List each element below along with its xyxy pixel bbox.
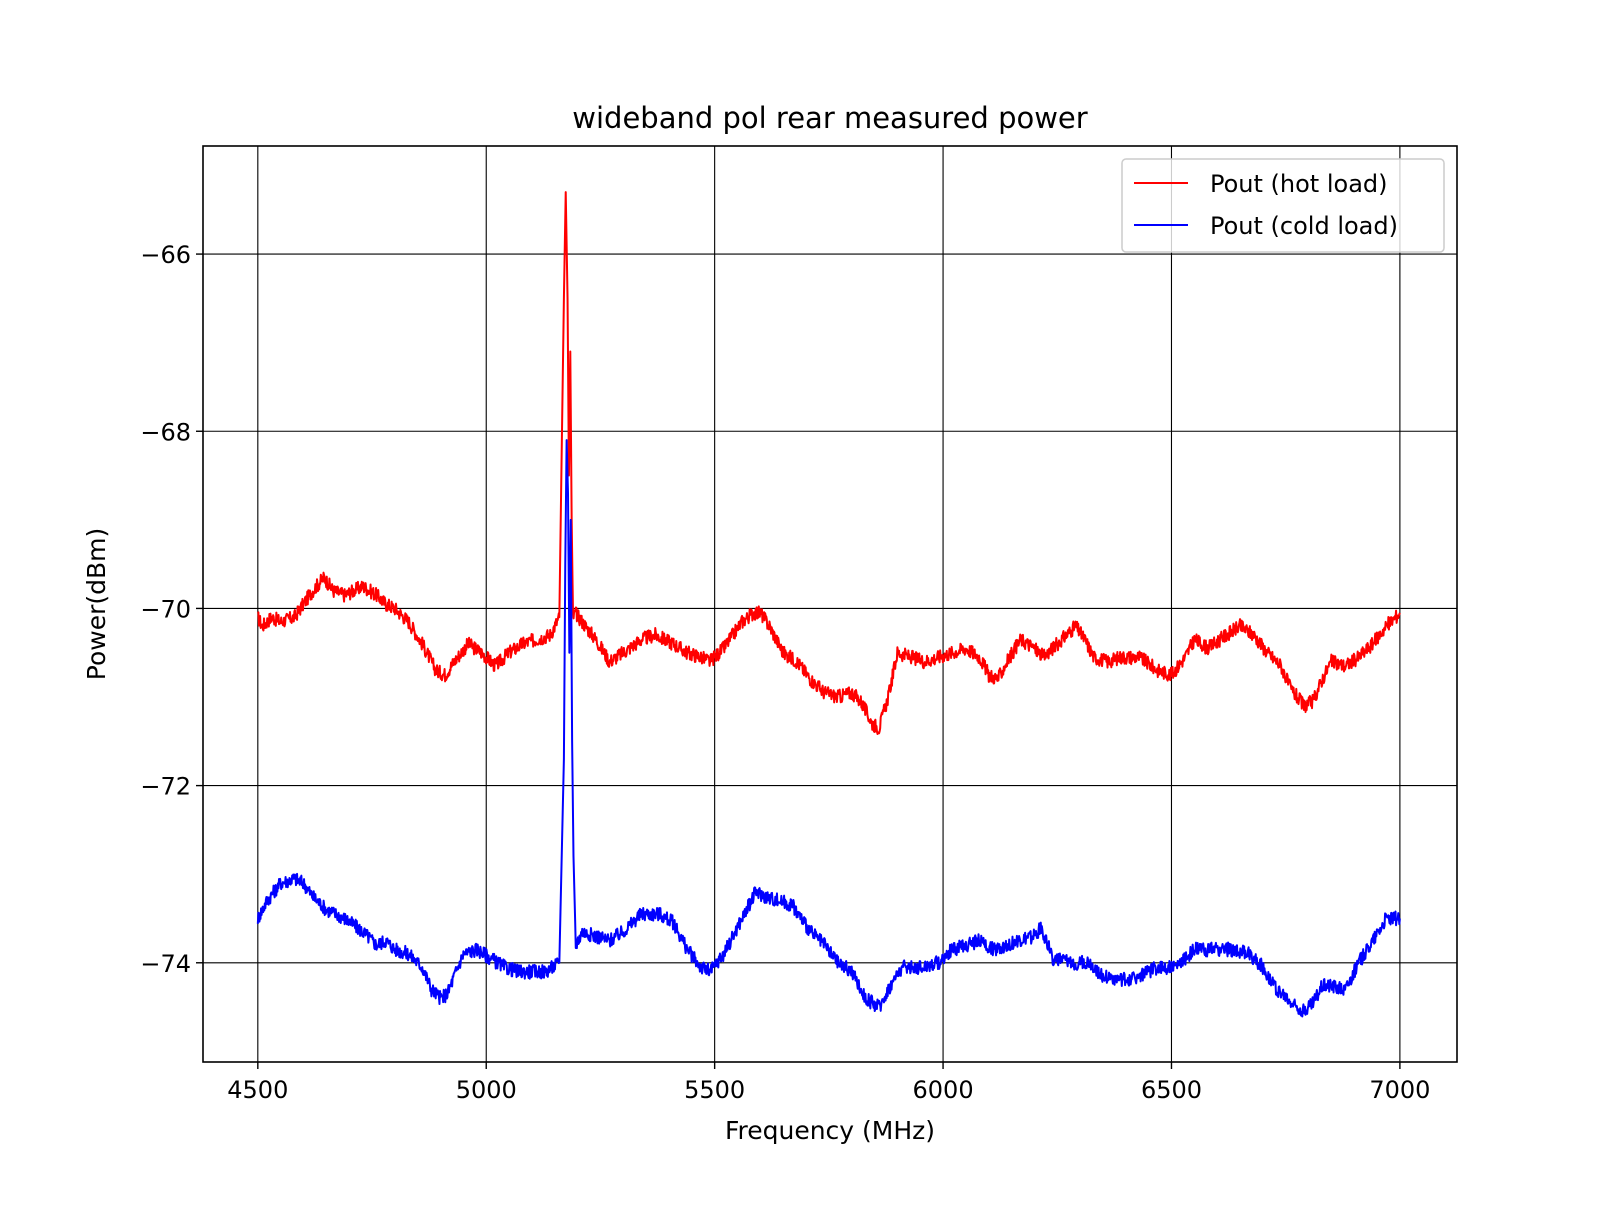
y-axis-ticks: −66 −68 −70 −72 −74 [140, 241, 203, 978]
x-tick-label: 6500 [1141, 1076, 1202, 1104]
series-line-cold-load [256, 439, 1401, 1018]
x-tick-label: 6000 [913, 1076, 974, 1104]
series-lines [256, 191, 1401, 1018]
series-line-hot-load [257, 191, 1401, 735]
y-tick-label: −74 [140, 950, 191, 978]
x-tick-label: 5000 [456, 1076, 517, 1104]
x-tick-label: 4500 [227, 1076, 288, 1104]
plot-area-frame [202, 145, 1458, 1063]
y-axis-title: Power(dBm) [82, 528, 111, 680]
chart-title: wideband pol rear measured power [572, 101, 1087, 135]
x-tick-label: 7000 [1369, 1076, 1430, 1104]
x-tick-label: 5500 [684, 1076, 745, 1104]
y-tick-label: −72 [140, 773, 191, 801]
y-tick-label: −70 [140, 595, 191, 623]
x-axis-ticks: 4500 5000 5500 6000 6500 7000 [227, 1062, 1430, 1104]
legend: Pout (hot load) Pout (cold load) [1121, 158, 1445, 253]
legend-label-cold-load: Pout (cold load) [1210, 212, 1398, 240]
legend-box [1121, 158, 1445, 253]
legend-label-hot-load: Pout (hot load) [1210, 170, 1388, 198]
grid-lines [203, 146, 1457, 1062]
y-tick-label: −66 [140, 241, 191, 269]
x-axis-title: Frequency (MHz) [725, 1116, 935, 1145]
y-tick-label: −68 [140, 418, 191, 446]
